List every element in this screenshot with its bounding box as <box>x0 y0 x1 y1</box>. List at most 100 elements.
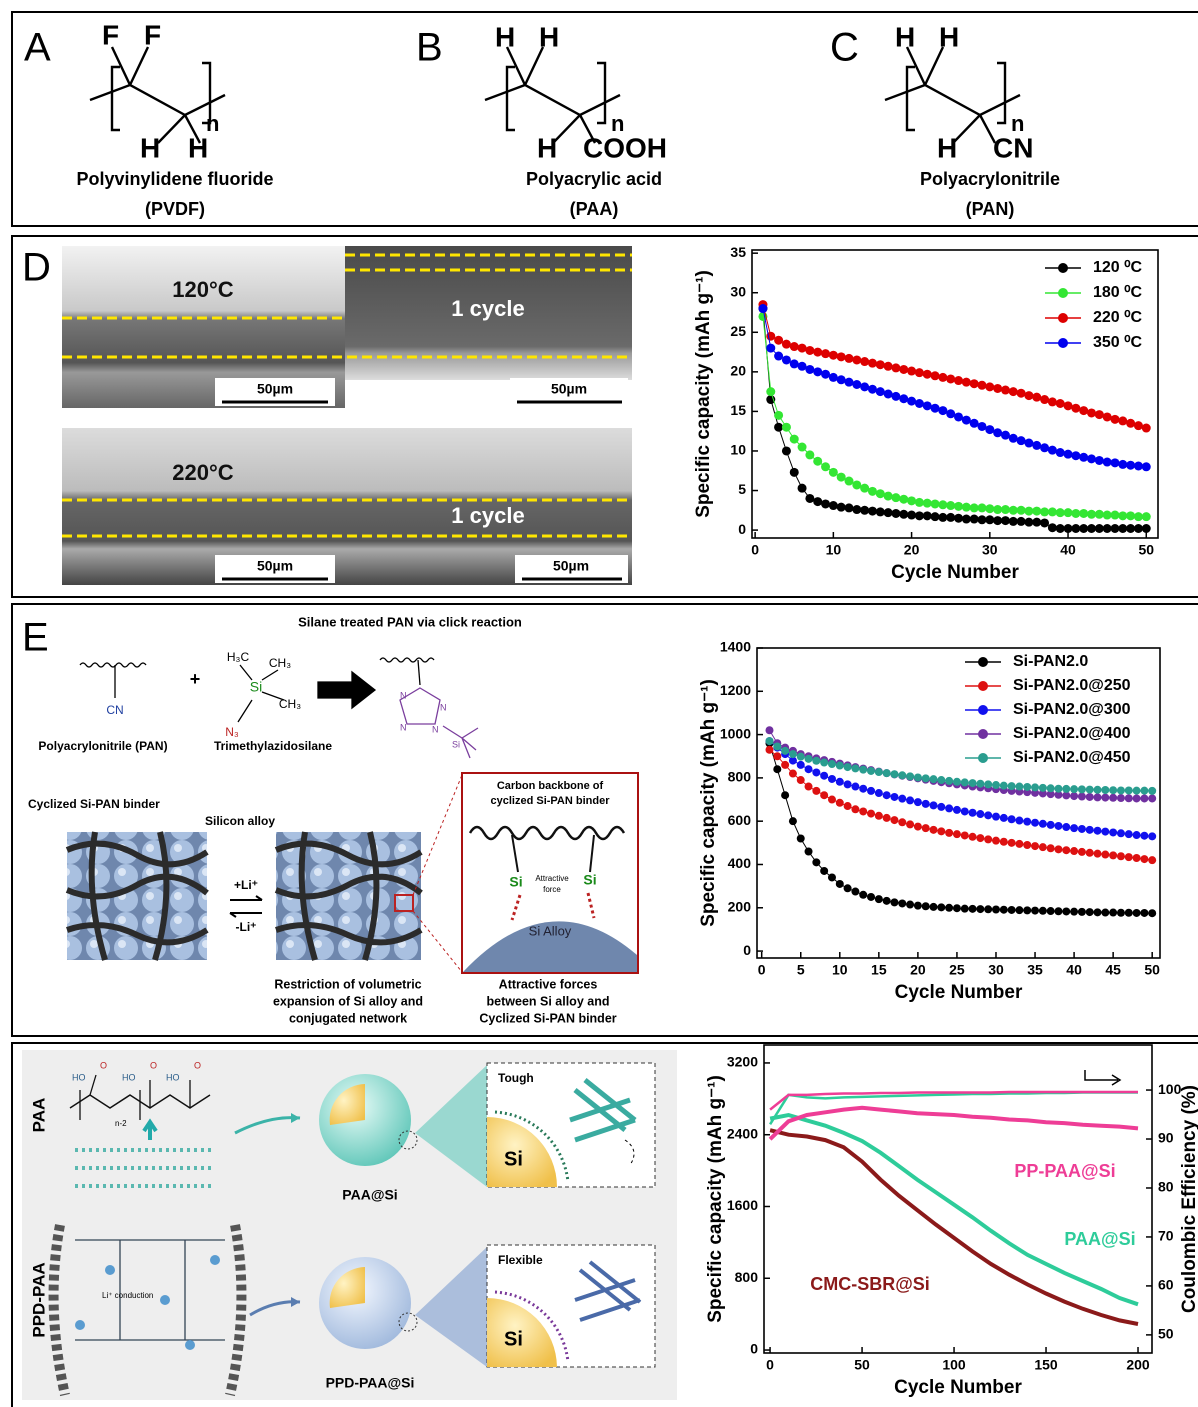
data-point <box>931 371 940 380</box>
caption: Attractive forces <box>499 977 598 991</box>
data-point <box>1117 829 1125 837</box>
data-point <box>859 891 867 899</box>
data-point <box>1101 909 1109 917</box>
data-point <box>914 823 922 831</box>
data-point <box>851 888 859 896</box>
y-tick-label: 200 <box>728 898 752 914</box>
data-point <box>774 352 783 361</box>
image-label: 220°C <box>172 460 234 485</box>
data-point <box>1110 524 1119 533</box>
data-point <box>1101 794 1109 802</box>
data-point <box>915 498 924 507</box>
data-point <box>1032 441 1041 450</box>
y-tick-label: 20 <box>730 363 746 379</box>
data-point <box>915 399 924 408</box>
data-point <box>1126 524 1135 533</box>
data-point <box>774 336 783 345</box>
data-point <box>798 362 807 371</box>
data-point <box>1118 460 1127 469</box>
data-point <box>805 783 813 791</box>
data-point <box>1140 787 1148 795</box>
data-point <box>1017 436 1026 445</box>
data-point <box>1062 846 1070 854</box>
data-point <box>976 905 984 913</box>
legend-marker <box>978 705 988 715</box>
data-point <box>1048 507 1057 516</box>
structure: H H H CN n <box>885 21 1033 163</box>
data-point <box>898 818 906 826</box>
data-point <box>906 901 914 909</box>
x-tick-label: 10 <box>832 962 848 978</box>
x-tick-label: 0 <box>751 542 759 558</box>
x-tick-label: 50 <box>1144 962 1160 978</box>
inset-title: Carbon backbone of <box>497 780 604 792</box>
data-point <box>1125 830 1133 838</box>
label: Attractive <box>535 874 569 883</box>
data-point <box>773 752 781 760</box>
data-point <box>1133 794 1141 802</box>
atom: F <box>144 19 161 50</box>
y-tick-label: 0 <box>750 1341 758 1357</box>
data-point <box>937 776 945 784</box>
data-point <box>1109 786 1117 794</box>
data-point <box>812 757 820 765</box>
y-tick-label: 800 <box>728 769 752 785</box>
data-point <box>923 499 932 508</box>
data-point <box>884 492 893 501</box>
data-point <box>1048 523 1057 532</box>
data-point <box>970 503 979 512</box>
data-point <box>844 763 852 771</box>
data-point <box>914 773 922 781</box>
data-point <box>977 503 986 512</box>
label: Li⁺ conduction <box>102 1291 153 1300</box>
data-point <box>1064 450 1073 459</box>
data-point <box>1056 524 1065 533</box>
atom-label: HO <box>122 1072 136 1082</box>
y2-tick-label: 80 <box>1158 1179 1174 1195</box>
data-point <box>845 354 854 363</box>
data-point <box>961 831 969 839</box>
data-point <box>790 468 799 477</box>
data-point <box>1078 908 1086 916</box>
data-point <box>922 902 930 910</box>
y-tick-label: 1600 <box>727 1197 758 1213</box>
label: +Li⁺ <box>234 878 258 892</box>
data-point <box>1054 785 1062 793</box>
data-point <box>1047 784 1055 792</box>
data-point <box>1039 907 1047 915</box>
y-tick-label: 1000 <box>720 725 751 741</box>
data-point <box>774 411 783 420</box>
data-point <box>868 385 877 394</box>
data-point <box>883 769 891 777</box>
legend-marker <box>978 681 988 691</box>
data-point <box>945 777 953 785</box>
data-point <box>1079 406 1088 415</box>
data-point <box>1148 909 1156 917</box>
scale-bar-label: 50µm <box>257 558 293 574</box>
data-point <box>1103 511 1112 520</box>
data-point <box>1101 851 1109 859</box>
data-point <box>766 387 775 396</box>
data-point <box>845 477 854 486</box>
legend-marker <box>978 657 988 667</box>
y-tick-label: 1400 <box>720 639 751 655</box>
data-point <box>790 359 799 368</box>
atom-label: O <box>150 1060 157 1070</box>
atom-label: HO <box>166 1072 180 1082</box>
data-point <box>1047 821 1055 829</box>
data-point <box>837 473 846 482</box>
data-point <box>1040 507 1049 516</box>
atom-label: Si <box>583 872 596 888</box>
data-point <box>969 779 977 787</box>
data-point <box>1008 815 1016 823</box>
atom-label: H₃C <box>227 650 250 664</box>
data-point <box>836 778 844 786</box>
scheme-title: Silane treated PAN via click reaction <box>298 614 522 629</box>
data-point <box>868 507 877 516</box>
data-point <box>1109 851 1117 859</box>
scale-bar-label: 50µm <box>257 381 293 397</box>
subscript: n <box>1011 111 1024 136</box>
data-point <box>1086 826 1094 834</box>
data-point <box>1031 907 1039 915</box>
data-point <box>1140 909 1148 917</box>
